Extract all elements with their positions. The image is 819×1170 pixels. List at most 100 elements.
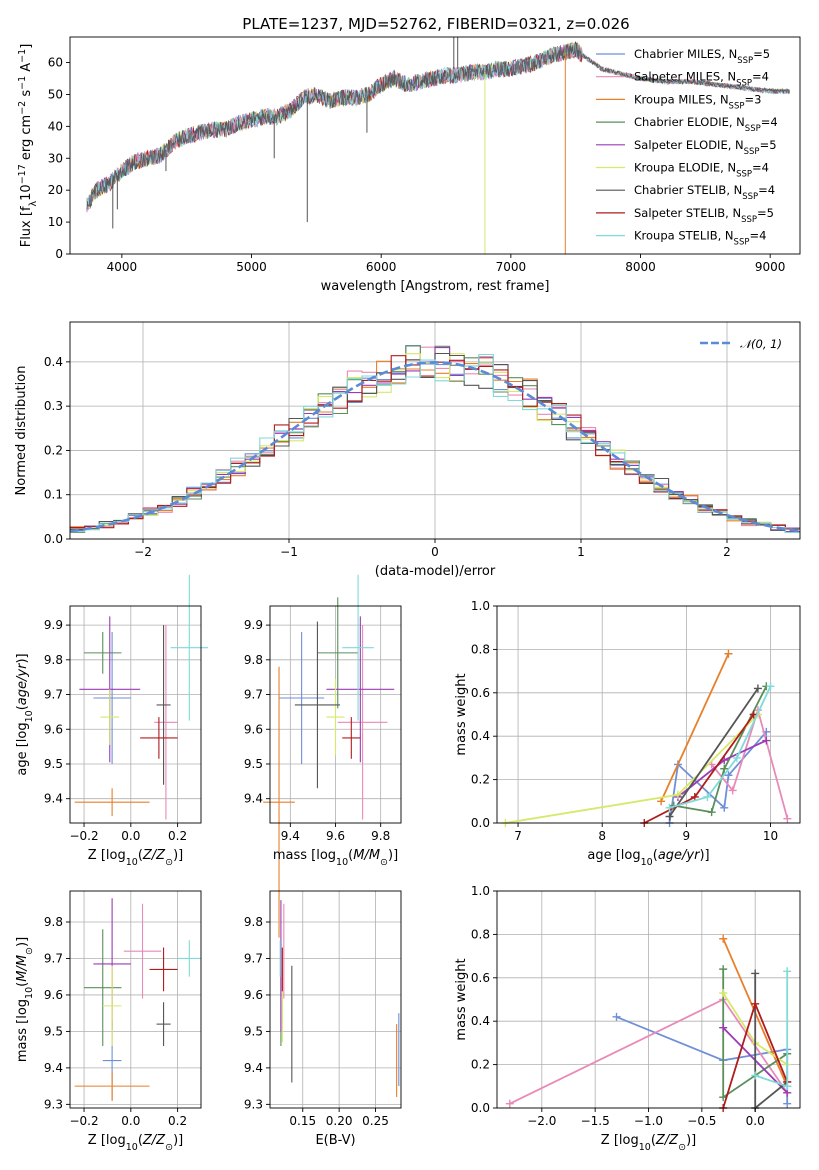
y-tick-label: 0.4 bbox=[471, 1014, 490, 1028]
weight-series-7 bbox=[643, 713, 755, 824]
axes-frame bbox=[496, 605, 801, 824]
y-tick-label: 0.1 bbox=[44, 488, 63, 502]
y-tick-label: 0.6 bbox=[471, 971, 490, 985]
y-tick-label: 20 bbox=[48, 183, 63, 197]
weight-marker bbox=[783, 1082, 792, 1091]
weight-series-6 bbox=[668, 687, 759, 818]
y-tick-label: 40 bbox=[48, 119, 63, 133]
spectrum-series-6 bbox=[86, 42, 790, 211]
x-tick-label: 0.2 bbox=[168, 829, 187, 843]
weight-series-1 bbox=[710, 706, 789, 819]
y-axis-label: mass weight bbox=[454, 673, 469, 755]
age-vs-Z-points bbox=[74, 574, 209, 820]
weight-series-2 bbox=[660, 653, 730, 802]
weight-series-5 bbox=[505, 713, 759, 824]
weight-marker bbox=[783, 814, 792, 823]
y-tick-label: 9.9 bbox=[244, 618, 263, 632]
axes-frame bbox=[269, 890, 402, 1109]
age-vs-Z-frame: −0.2 0.0 0.2 9.4 9.5 9.6 9.7 9.8 9.9 Z [log10(Z/Z… bbox=[15, 605, 202, 868]
y-tick-label: 9.8 bbox=[244, 915, 263, 929]
x-tick-label: 9.8 bbox=[371, 829, 390, 843]
y-tick-label: 9.5 bbox=[44, 1024, 63, 1038]
legend-label: 𝒩(0, 1) bbox=[740, 337, 782, 351]
y-tick-label: 0.4 bbox=[44, 355, 63, 369]
mass-vs-Z-points bbox=[74, 898, 201, 1101]
x-tick-label: 9.6 bbox=[326, 829, 345, 843]
y-axis-label: age [log10(age/yr)] bbox=[15, 653, 35, 775]
weight-marker bbox=[665, 812, 674, 821]
y-tick-label: 10 bbox=[48, 215, 63, 229]
spectrum-plot bbox=[86, 37, 790, 254]
x-tick-label: 0 bbox=[431, 545, 439, 559]
weight-marker bbox=[751, 999, 760, 1008]
weight-marker bbox=[690, 792, 699, 801]
x-tick-label: −2.0 bbox=[527, 1114, 556, 1128]
y-tick-label: 9.5 bbox=[44, 757, 63, 771]
mass-vs-Z-axes bbox=[70, 891, 201, 1108]
gaussian-curve bbox=[70, 360, 800, 533]
x-tick-label: 0.25 bbox=[362, 1114, 389, 1128]
weight-vs-age-lines bbox=[501, 649, 792, 827]
legend-label: Kroupa MILES, NSSP=3 bbox=[634, 92, 761, 111]
y-tick-label: 9.7 bbox=[244, 951, 263, 965]
x-tick-label: 4000 bbox=[107, 260, 138, 274]
x-axis-label: wavelength [Angstrom, rest frame] bbox=[321, 279, 550, 294]
legend-label: Kroupa STELIB, NSSP=4 bbox=[634, 229, 766, 248]
x-tick-label: −0.2 bbox=[69, 1114, 98, 1128]
age-vs-mass-points bbox=[263, 574, 395, 938]
x-tick-label: 0.2 bbox=[168, 1114, 187, 1128]
y-tick-label: 1.0 bbox=[471, 599, 490, 613]
weight-marker bbox=[720, 803, 729, 812]
weight-marker bbox=[728, 786, 737, 795]
y-tick-label: 1.0 bbox=[471, 884, 490, 898]
legend-label: Salpeter STELIB, NSSP=5 bbox=[634, 206, 774, 225]
x-tick-label: 9 bbox=[683, 829, 691, 843]
weight-marker bbox=[724, 771, 733, 780]
y-tick-label: 9.3 bbox=[44, 1097, 63, 1111]
weight-series-8 bbox=[669, 685, 772, 809]
x-tick-label: 7 bbox=[514, 829, 522, 843]
weight-vs-age-frame: 7 8 9 10 0.0 0.2 0.4 0.6 0.8 1.0 age [log10(age/yr… bbox=[454, 599, 801, 868]
y-tick-label: 9.7 bbox=[44, 951, 63, 965]
spectrum-frame: 4000 5000 6000 7000 8000 9000 0 10 20 30 40 50 60 wav… bbox=[17, 36, 801, 294]
y-tick-label: 9.8 bbox=[44, 653, 63, 667]
weight-marker bbox=[762, 736, 771, 745]
x-tick-label: 1 bbox=[577, 545, 585, 559]
x-tick-label: 8000 bbox=[625, 260, 656, 274]
y-tick-label: 0.8 bbox=[471, 927, 490, 941]
y-tick-label: 9.6 bbox=[44, 988, 63, 1002]
x-tick-label: −1 bbox=[280, 545, 298, 559]
y-tick-label: 9.3 bbox=[244, 1097, 263, 1111]
x-axis-label: Z [log10(Z/Z⊙)] bbox=[88, 1133, 183, 1153]
x-tick-label: −1.5 bbox=[581, 1114, 610, 1128]
y-tick-label: 9.6 bbox=[244, 988, 263, 1002]
residuals-legend: 𝒩(0, 1) bbox=[700, 337, 782, 351]
y-axis-label: mass [log10(M/M⊙)] bbox=[15, 937, 35, 1062]
y-tick-label: 0.2 bbox=[471, 773, 490, 787]
axes-frame bbox=[69, 36, 801, 255]
weight-vs-Z-frame: −2.0 −1.5 −1.0 −0.5 0.0 0.0 0.2 0.4 0.6 0.8 1.0 Z [… bbox=[454, 884, 801, 1153]
weight-marker bbox=[732, 753, 741, 762]
x-tick-label: −0.5 bbox=[687, 1114, 716, 1128]
y-tick-label: 9.6 bbox=[244, 722, 263, 736]
x-tick-label: 10 bbox=[763, 829, 778, 843]
x-axis-label: age [log10(age/yr)] bbox=[587, 848, 709, 868]
weight-marker bbox=[766, 682, 775, 691]
weight-marker bbox=[751, 969, 760, 978]
age-vs-mass-frame: 9.4 9.6 9.8 9.4 9.5 9.6 9.7 9.8 9.9 mass [log10(M… bbox=[244, 605, 402, 868]
y-tick-label: 60 bbox=[48, 56, 63, 70]
weight-marker bbox=[665, 803, 674, 812]
weight-marker bbox=[673, 790, 682, 799]
y-tick-label: 9.7 bbox=[44, 688, 63, 702]
x-tick-label: 0.0 bbox=[121, 829, 140, 843]
x-tick-label: 9.4 bbox=[281, 829, 300, 843]
x-tick-label: 0.20 bbox=[326, 1114, 353, 1128]
y-tick-label: 0.0 bbox=[471, 816, 490, 830]
y-tick-label: 9.5 bbox=[244, 1024, 263, 1038]
weight-marker bbox=[719, 934, 728, 943]
y-tick-label: 0.2 bbox=[44, 443, 63, 457]
legend-label: Salpeter ELODIE, NSSP=5 bbox=[634, 138, 777, 157]
weight-marker bbox=[783, 1099, 792, 1108]
spectrum-legend: Chabrier MILES, NSSP=5 Salpeter MILES, NS… bbox=[596, 47, 778, 248]
